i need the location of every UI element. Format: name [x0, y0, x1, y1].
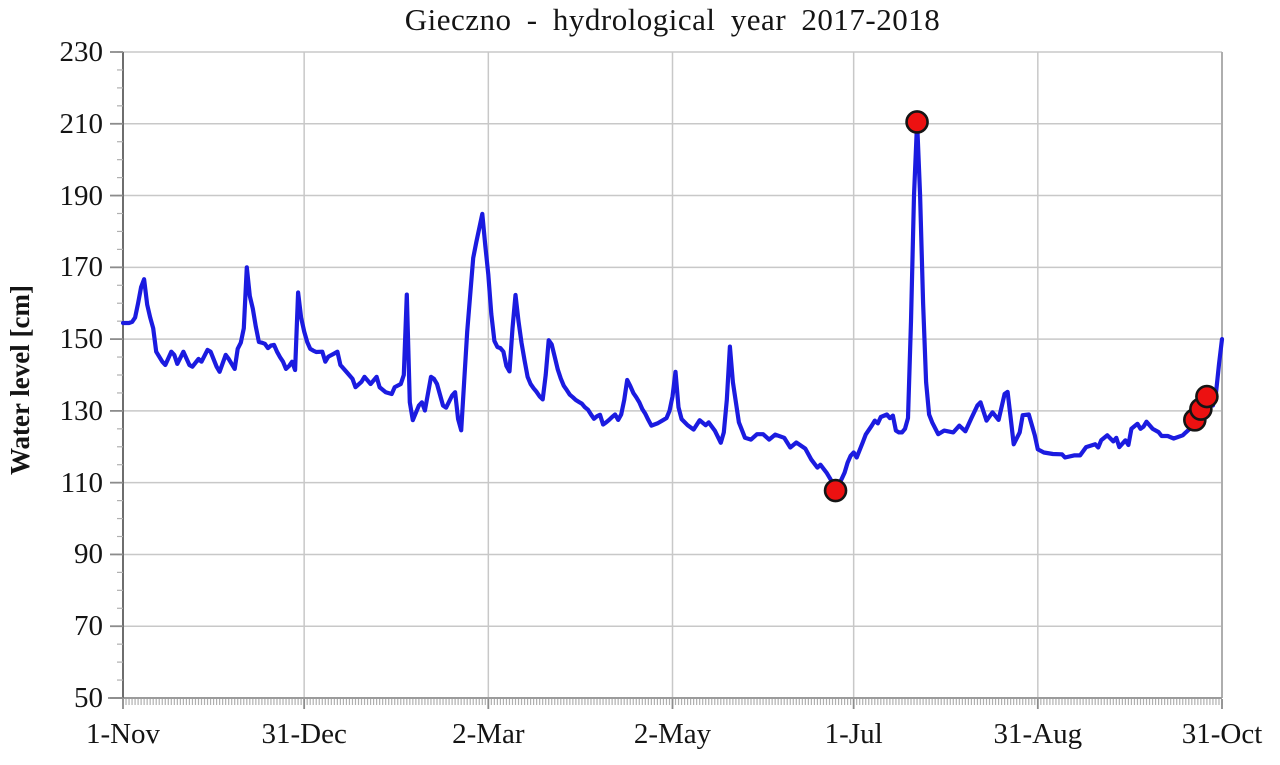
y-tick-label: 210	[59, 107, 104, 140]
highlight-marker	[1195, 384, 1219, 409]
water-level-line	[120, 119, 1225, 493]
y-tick-label: 70	[74, 610, 103, 643]
y-tick-label: 150	[59, 323, 104, 356]
x-tick-label: 2-May	[633, 718, 712, 750]
x-tick-label: 31-Oct	[1181, 718, 1263, 750]
highlight-marker	[905, 110, 929, 134]
highlight-marker	[823, 478, 848, 503]
y-tick-label: 230	[59, 36, 104, 68]
y-tick-label: 130	[59, 394, 104, 427]
x-tick-label: 2-Mar	[452, 718, 525, 750]
chart-title: Gieczno - hydrological year 2017-2018	[404, 2, 941, 37]
y-tick-label: 190	[59, 179, 104, 212]
y-tick-label: 110	[60, 466, 103, 499]
x-tick-label: 31-Dec	[261, 718, 347, 750]
x-tick-label: 1-Jul	[824, 718, 883, 750]
x-tick-label: 31-Aug	[993, 718, 1083, 750]
y-tick-label: 90	[74, 538, 103, 571]
x-tick-label: 1-Nov	[85, 718, 161, 750]
y-tick-label: 50	[74, 682, 103, 714]
y-tick-label: 170	[59, 251, 104, 284]
